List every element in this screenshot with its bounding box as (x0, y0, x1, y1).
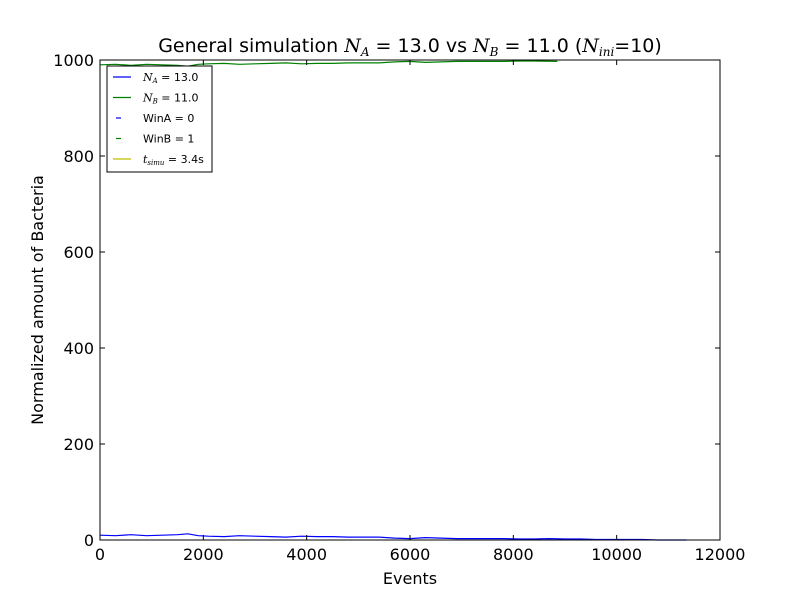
legend-items: NA = 13.0 NB = 11.0 WinA = 0 WinB = 1 tsimu … (113, 71, 204, 167)
x-axis-label: Events (383, 569, 437, 588)
x-tick-label: 0 (95, 545, 105, 564)
legend-label: WinB = 1 (143, 133, 194, 146)
x-tick-label: 2000 (183, 545, 224, 564)
y-tick-label: 200 (63, 435, 94, 454)
series-line-1 (99, 60, 558, 67)
series-line-0 (99, 533, 687, 541)
y-tick-label: 600 (63, 243, 94, 262)
series-layer (99, 60, 687, 541)
y-axis-label: Normalized amount of Bacteria (28, 175, 47, 425)
x-tick-label: 6000 (390, 545, 431, 564)
x-tick-label: 4000 (286, 545, 327, 564)
legend-box (106, 65, 213, 173)
y-tick-label: 0 (84, 531, 94, 550)
x-tick-label: 10000 (591, 545, 642, 564)
chart-title: General simulation NA = 13.0 vs NB = 11.… (158, 35, 662, 59)
x-tick-label: 12000 (695, 545, 746, 564)
legend-label: tsimu = 3.4s (143, 153, 204, 167)
y-axis: 0 200 400 600 800 1000 (53, 51, 720, 550)
legend-label: WinA = 0 (143, 112, 194, 125)
x-tick-label: 8000 (493, 545, 534, 564)
y-tick-label: 1000 (53, 51, 94, 70)
legend-label: NA = 13.0 (142, 71, 198, 85)
legend-label: NB = 11.0 (142, 92, 198, 106)
y-tick-label: 400 (63, 339, 94, 358)
x-axis: 0 2000 4000 6000 8000 10000 12000 (95, 60, 746, 564)
y-tick-label: 800 (63, 147, 94, 166)
legend: NA = 13.0 NB = 11.0 WinA = 0 WinB = 1 tsimu … (106, 65, 213, 173)
